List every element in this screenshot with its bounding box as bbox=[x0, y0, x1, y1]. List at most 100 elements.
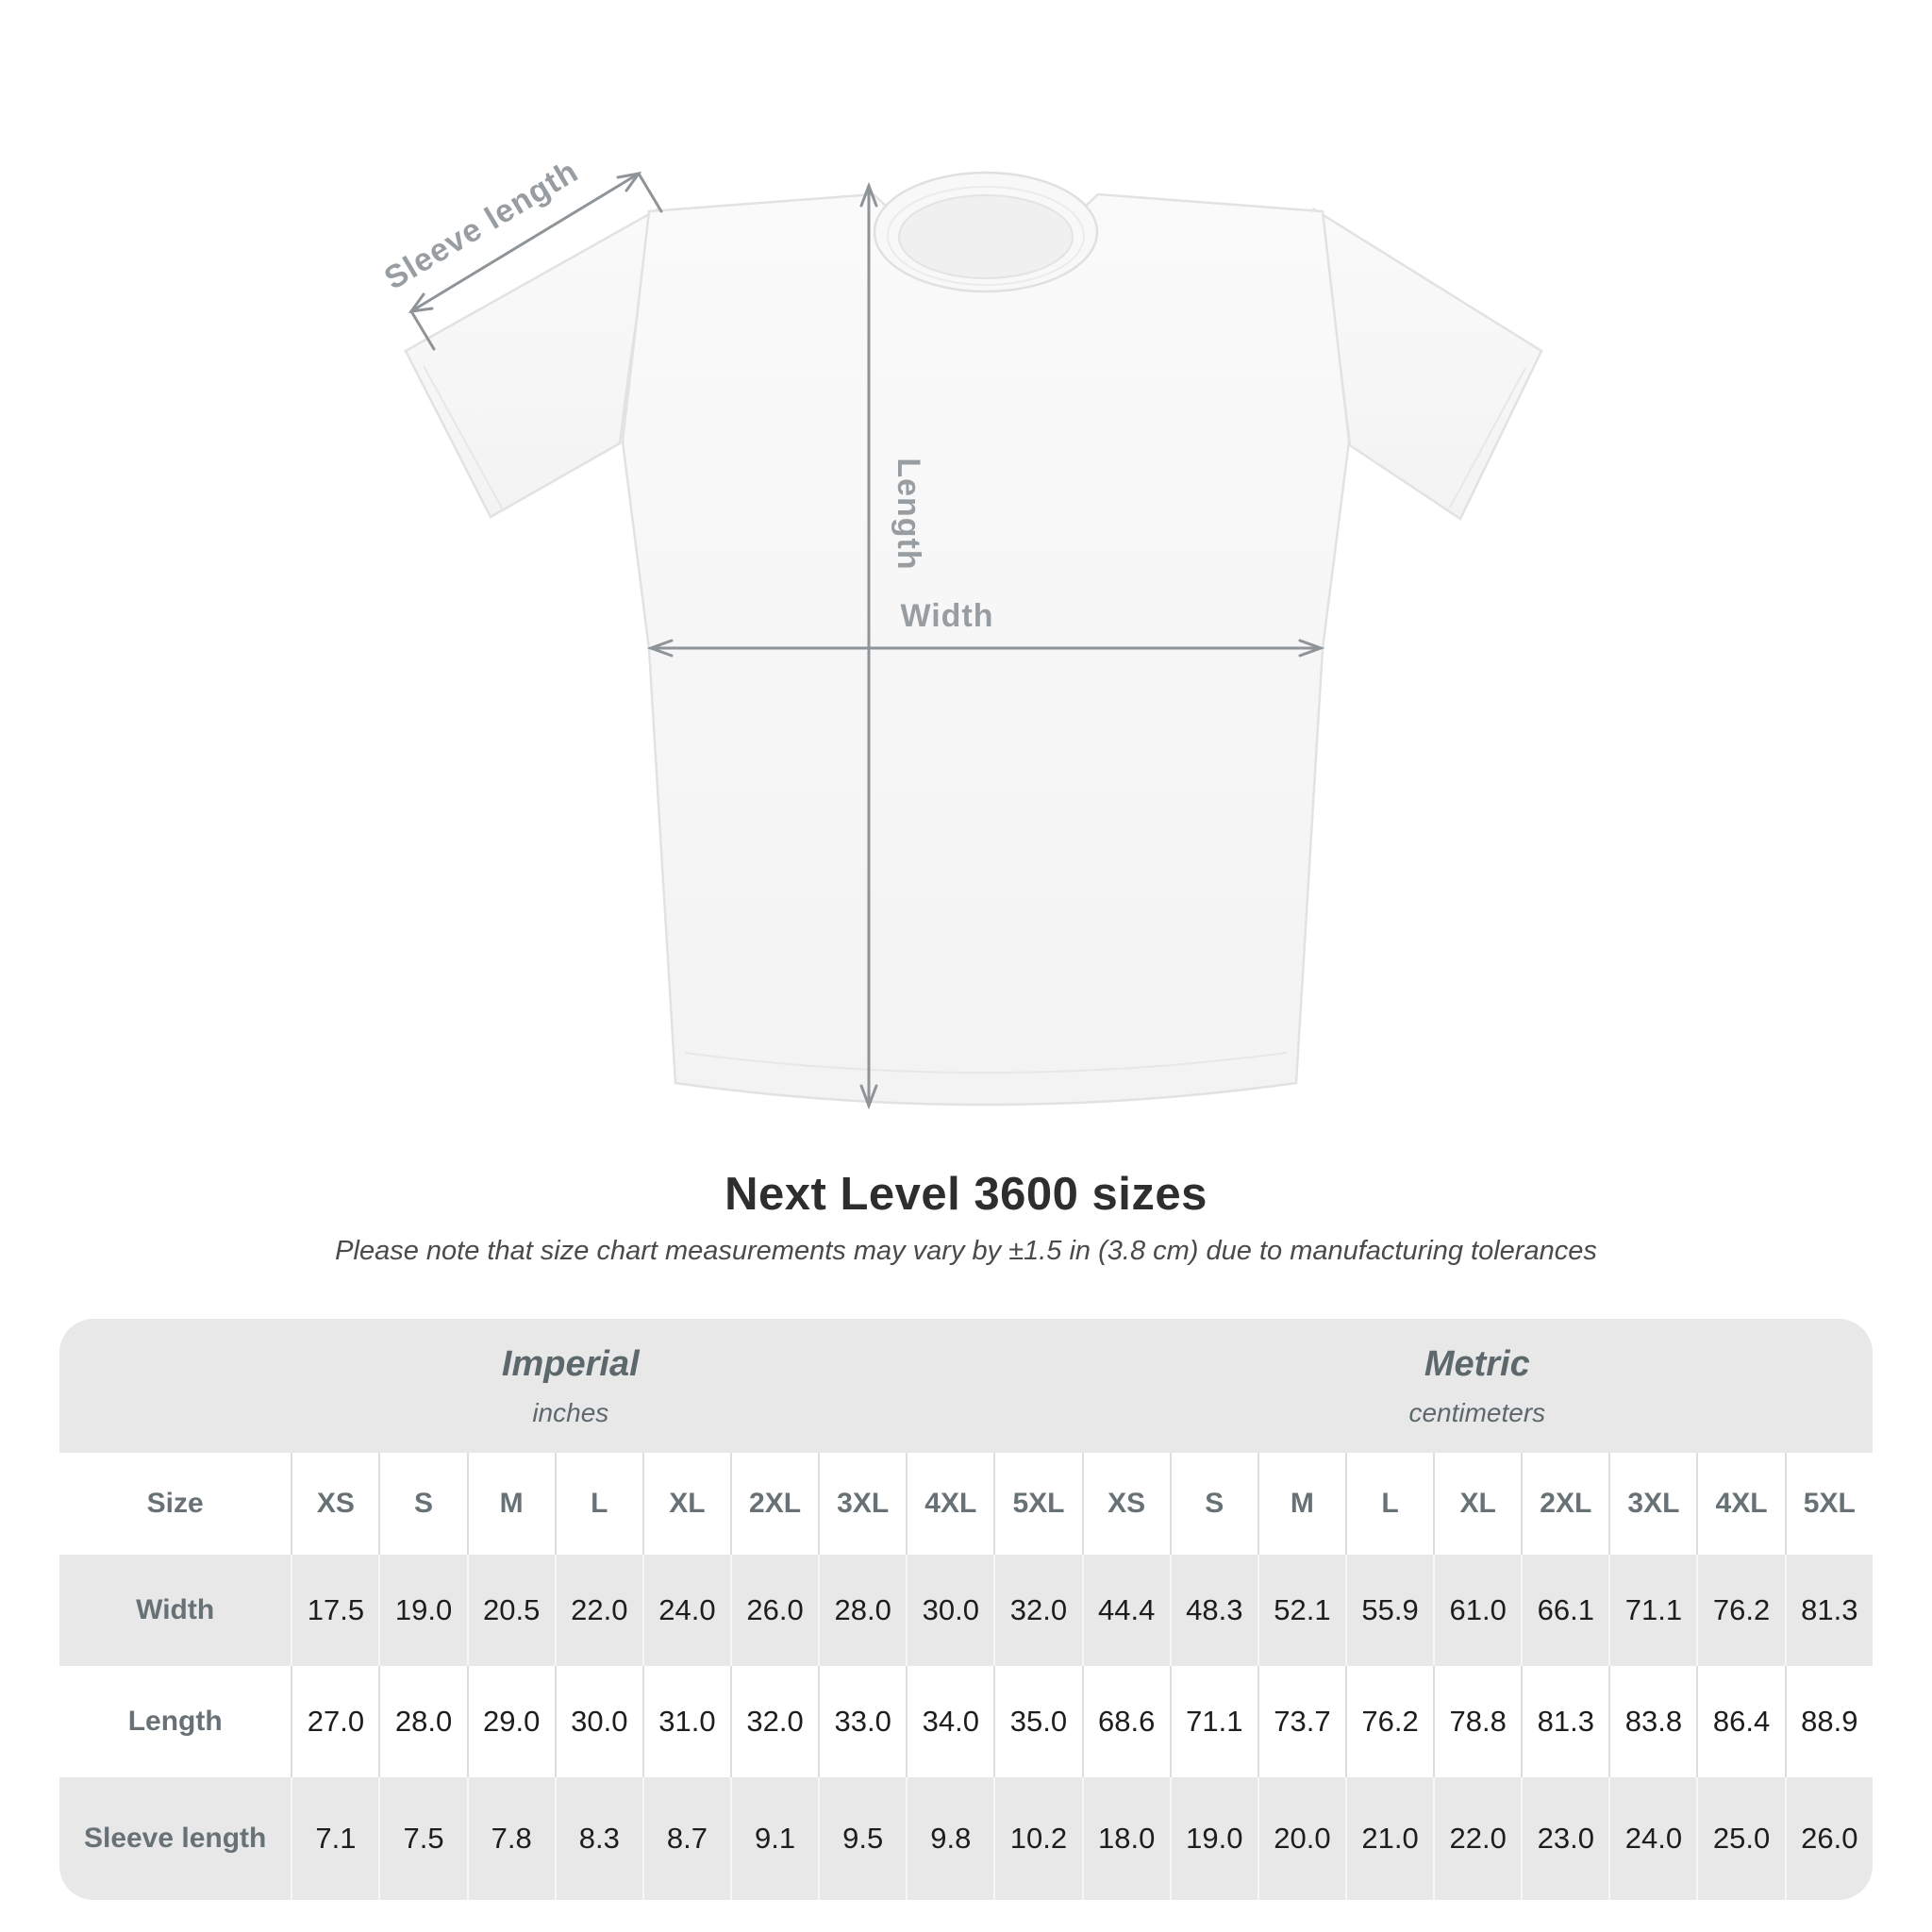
value-cell: 7.1 bbox=[291, 1777, 378, 1900]
imperial-title: Imperial bbox=[501, 1343, 640, 1384]
unit-band-row: Imperial inches Metric centimeters bbox=[59, 1319, 1873, 1453]
value-cell: 10.2 bbox=[993, 1777, 1081, 1900]
size-col-header: 3XL bbox=[1608, 1453, 1696, 1555]
value-cell: 25.0 bbox=[1696, 1777, 1784, 1900]
value-cell: 86.4 bbox=[1696, 1666, 1784, 1777]
tshirt-left-cuff-stitch bbox=[423, 365, 505, 512]
row-label: Sleeve length bbox=[83, 1823, 267, 1854]
size-col-header: 2XL bbox=[729, 1453, 818, 1555]
value-cell: 30.0 bbox=[554, 1666, 642, 1777]
tshirt-diagram-svg: Sleeve length Length Width bbox=[378, 153, 1543, 1110]
value-cell: 8.3 bbox=[554, 1777, 642, 1900]
size-col-header: M bbox=[466, 1453, 555, 1555]
value-cell: 26.0 bbox=[729, 1555, 818, 1666]
value-cell: 26.0 bbox=[1784, 1777, 1873, 1900]
value-cell: 24.0 bbox=[1608, 1777, 1696, 1900]
size-col-header: 3XL bbox=[818, 1453, 906, 1555]
size-col-header: XS bbox=[291, 1453, 378, 1555]
value-cell: 7.5 bbox=[378, 1777, 466, 1900]
length-label: Length bbox=[891, 458, 926, 570]
row-label: Length bbox=[127, 1706, 223, 1737]
value-cell: 19.0 bbox=[1169, 1777, 1257, 1900]
value-cell: 71.1 bbox=[1169, 1666, 1257, 1777]
value-cell: 44.4 bbox=[1081, 1555, 1170, 1666]
value-cell: 33.0 bbox=[818, 1666, 906, 1777]
value-cell: 23.0 bbox=[1521, 1777, 1608, 1900]
size-col-header: L bbox=[554, 1453, 642, 1555]
table-row-width: Width 17.5 19.0 20.5 22.0 24.0 26.0 28.0… bbox=[59, 1555, 1873, 1666]
page-subtitle: Please note that size chart measurements… bbox=[335, 1236, 1597, 1266]
size-col-header: M bbox=[1257, 1453, 1345, 1555]
size-col-header: S bbox=[378, 1453, 466, 1555]
width-arrow bbox=[646, 639, 1325, 658]
size-header-row: Size XS S M L XL 2XL 3XL 4XL 5XL XS S M … bbox=[59, 1453, 1873, 1555]
value-cell: 22.0 bbox=[1433, 1777, 1521, 1900]
value-cell: 71.1 bbox=[1608, 1555, 1696, 1666]
size-col-header: 4XL bbox=[1696, 1453, 1784, 1555]
value-cell: 52.1 bbox=[1257, 1555, 1345, 1666]
value-cell: 68.6 bbox=[1081, 1666, 1170, 1777]
value-cell: 24.0 bbox=[641, 1555, 730, 1666]
table-row-sleeve-length: Sleeve length 7.1 7.5 7.8 8.3 8.7 9.1 9.… bbox=[59, 1777, 1873, 1900]
value-cell: 83.8 bbox=[1608, 1666, 1696, 1777]
imperial-unit: inches bbox=[532, 1397, 609, 1427]
value-cell: 20.5 bbox=[466, 1555, 555, 1666]
value-cell: 9.1 bbox=[729, 1777, 818, 1900]
value-cell: 32.0 bbox=[729, 1666, 818, 1777]
metric-title: Metric bbox=[1424, 1343, 1530, 1384]
tshirt-right-sleeve bbox=[1312, 207, 1543, 521]
value-cell: 18.0 bbox=[1081, 1777, 1170, 1900]
value-cell: 17.5 bbox=[291, 1555, 378, 1666]
value-cell: 73.7 bbox=[1257, 1666, 1345, 1777]
value-cell: 31.0 bbox=[641, 1666, 730, 1777]
value-cell: 28.0 bbox=[818, 1555, 906, 1666]
value-cell: 61.0 bbox=[1433, 1555, 1521, 1666]
size-col-header: 4XL bbox=[906, 1453, 993, 1555]
title-block: Next Level 3600 sizes Please note that s… bbox=[0, 1168, 1932, 1267]
value-cell: 28.0 bbox=[378, 1666, 466, 1777]
value-cell: 35.0 bbox=[993, 1666, 1081, 1777]
tshirt-hem-stitch bbox=[684, 1052, 1288, 1074]
value-cell: 55.9 bbox=[1344, 1555, 1433, 1666]
sleeve-length-arrow bbox=[408, 171, 663, 351]
width-label: Width bbox=[900, 598, 993, 634]
size-col-header: L bbox=[1344, 1453, 1433, 1555]
size-row-label: Size bbox=[146, 1488, 204, 1519]
value-cell: 7.8 bbox=[466, 1777, 555, 1900]
value-cell: 27.0 bbox=[291, 1666, 378, 1777]
value-cell: 32.0 bbox=[993, 1555, 1081, 1666]
page-title: Next Level 3600 sizes bbox=[724, 1169, 1208, 1220]
value-cell: 8.7 bbox=[641, 1777, 730, 1900]
metric-section-header: Metric centimeters bbox=[1081, 1319, 1873, 1453]
value-cell: 81.3 bbox=[1521, 1666, 1608, 1777]
value-cell: 22.0 bbox=[554, 1555, 642, 1666]
size-col-header: 5XL bbox=[993, 1453, 1081, 1555]
value-cell: 21.0 bbox=[1344, 1777, 1433, 1900]
value-cell: 34.0 bbox=[906, 1666, 993, 1777]
value-cell: 20.0 bbox=[1257, 1777, 1345, 1900]
table-row-length: Length 27.0 28.0 29.0 30.0 31.0 32.0 33.… bbox=[59, 1666, 1873, 1777]
value-cell: 9.5 bbox=[818, 1777, 906, 1900]
size-col-header: XL bbox=[641, 1453, 730, 1555]
length-arrow bbox=[859, 181, 878, 1110]
size-col-header: 5XL bbox=[1784, 1453, 1873, 1555]
value-cell: 9.8 bbox=[906, 1777, 993, 1900]
value-cell: 78.8 bbox=[1433, 1666, 1521, 1777]
size-col-header: XL bbox=[1433, 1453, 1521, 1555]
value-cell: 66.1 bbox=[1521, 1555, 1608, 1666]
imperial-section-header: Imperial inches bbox=[59, 1319, 1082, 1453]
size-col-header: XS bbox=[1081, 1453, 1170, 1555]
value-cell: 81.3 bbox=[1784, 1555, 1873, 1666]
tshirt-collar bbox=[873, 171, 1099, 293]
row-label: Width bbox=[136, 1594, 215, 1625]
value-cell: 76.2 bbox=[1344, 1666, 1433, 1777]
size-col-header: 2XL bbox=[1521, 1453, 1608, 1555]
size-table: Imperial inches Metric centimeters Size … bbox=[59, 1319, 1873, 1900]
value-cell: 19.0 bbox=[378, 1555, 466, 1666]
value-cell: 30.0 bbox=[906, 1555, 993, 1666]
value-cell: 29.0 bbox=[466, 1666, 555, 1777]
value-cell: 88.9 bbox=[1784, 1666, 1873, 1777]
size-col-header: S bbox=[1169, 1453, 1257, 1555]
metric-unit: centimeters bbox=[1408, 1397, 1546, 1427]
